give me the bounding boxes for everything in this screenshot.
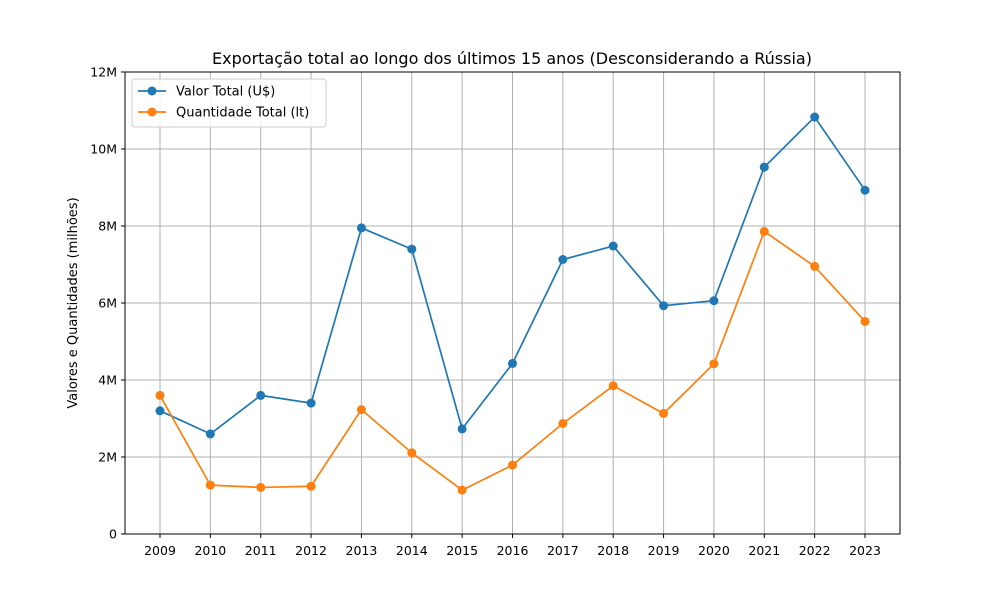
- series-2: [155, 226, 870, 495]
- y-tick-label: 6M: [98, 296, 117, 311]
- x-tick-label: 2014: [396, 543, 428, 558]
- y-tick-label: 10M: [90, 142, 117, 157]
- data-point: [356, 223, 366, 233]
- y-tick-label: 2M: [98, 450, 117, 465]
- data-point: [709, 296, 719, 306]
- x-tick-label: 2015: [446, 543, 478, 558]
- data-point: [205, 429, 215, 439]
- x-tick-label: 2017: [547, 543, 579, 558]
- x-tick-label: 2013: [346, 543, 378, 558]
- x-tick-label: 2018: [597, 543, 629, 558]
- data-point: [558, 419, 568, 429]
- data-point: [759, 226, 769, 236]
- legend-label: Valor Total (U$): [176, 85, 275, 100]
- data-point: [155, 390, 165, 400]
- data-point: [608, 241, 618, 251]
- series-1: [155, 112, 870, 439]
- data-point: [356, 405, 366, 415]
- data-point: [407, 244, 417, 254]
- x-tick-label: 2019: [648, 543, 680, 558]
- legend-swatch-marker: [147, 86, 157, 96]
- data-point: [457, 424, 467, 434]
- x-tick-label: 2009: [144, 543, 176, 558]
- x-tick-label: 2020: [698, 543, 730, 558]
- chart-title: Exportação total ao longo dos últimos 15…: [212, 49, 812, 68]
- data-point: [205, 480, 215, 490]
- data-point: [256, 482, 266, 492]
- legend-swatch-marker: [147, 107, 157, 117]
- data-point: [659, 301, 669, 311]
- data-point: [659, 408, 669, 418]
- data-point: [306, 398, 316, 408]
- x-tick-label: 2023: [849, 543, 881, 558]
- legend-label: Quantidade Total (lt): [176, 106, 309, 121]
- x-tick-label: 2022: [799, 543, 831, 558]
- data-point: [759, 162, 769, 172]
- legend: Valor Total (U$) Quantidade Total (lt): [131, 78, 327, 128]
- data-point: [306, 481, 316, 491]
- data-point: [608, 381, 618, 391]
- data-point: [407, 448, 417, 458]
- data-point: [810, 261, 820, 271]
- x-tick-label: 2016: [497, 543, 529, 558]
- y-tick-label: 4M: [98, 373, 117, 388]
- data-point: [860, 185, 870, 195]
- data-point: [860, 316, 870, 326]
- y-axis: 0 2M 4M 6M 8M 10M 12M: [90, 65, 125, 542]
- legend-item: Quantidade Total (lt): [138, 106, 309, 121]
- x-tick-label: 2021: [748, 543, 780, 558]
- x-tick-label: 2010: [194, 543, 226, 558]
- legend-box: [131, 78, 327, 128]
- y-tick-label: 0: [109, 527, 117, 542]
- data-point: [709, 359, 719, 369]
- data-point: [810, 112, 820, 122]
- data-point: [457, 485, 467, 495]
- y-tick-label: 12M: [90, 65, 117, 80]
- legend-item: Valor Total (U$): [138, 85, 275, 100]
- data-point: [558, 254, 568, 264]
- y-tick-label: 8M: [98, 219, 117, 234]
- x-tick-label: 2012: [295, 543, 327, 558]
- data-point: [508, 358, 517, 368]
- data-point: [155, 406, 165, 416]
- x-axis: 2009 2010 2011 2012 2013 2014 2015 2016 2017 2018…: [144, 534, 881, 558]
- data-point: [256, 390, 266, 400]
- data-point: [508, 460, 517, 470]
- x-tick-label: 2011: [245, 543, 277, 558]
- y-axis-label: Valores e Quantidades (milhões): [66, 197, 81, 408]
- series-layer: [155, 112, 870, 495]
